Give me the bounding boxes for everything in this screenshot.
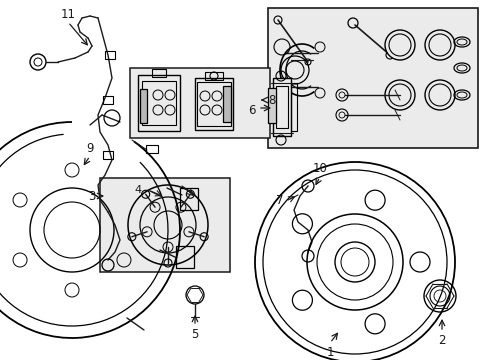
Bar bbox=[195, 78, 232, 130]
Bar bbox=[267, 88, 275, 123]
Bar bbox=[176, 246, 194, 268]
Bar bbox=[140, 89, 147, 123]
Bar bbox=[103, 96, 113, 104]
Text: 10: 10 bbox=[312, 162, 327, 175]
Bar bbox=[100, 178, 229, 272]
Circle shape bbox=[128, 185, 207, 265]
Bar bbox=[152, 69, 165, 77]
Bar bbox=[142, 81, 176, 125]
Bar bbox=[197, 82, 230, 126]
Circle shape bbox=[424, 30, 454, 60]
Bar bbox=[272, 78, 290, 136]
Circle shape bbox=[384, 80, 414, 110]
Circle shape bbox=[384, 30, 414, 60]
Bar bbox=[275, 86, 287, 128]
Bar bbox=[180, 188, 198, 210]
Bar bbox=[223, 86, 230, 122]
Text: 1: 1 bbox=[325, 346, 333, 359]
Text: 4: 4 bbox=[134, 185, 141, 195]
Text: 9: 9 bbox=[86, 141, 94, 154]
Text: 2: 2 bbox=[437, 333, 445, 346]
Text: 6: 6 bbox=[248, 104, 255, 117]
Bar bbox=[103, 151, 113, 159]
Text: 8: 8 bbox=[268, 94, 275, 107]
Text: 11: 11 bbox=[61, 8, 75, 21]
Text: 5: 5 bbox=[191, 328, 198, 341]
Text: 7: 7 bbox=[276, 194, 283, 207]
Bar bbox=[130, 68, 269, 138]
Bar bbox=[267, 8, 477, 148]
Bar bbox=[138, 75, 180, 131]
Bar bbox=[204, 72, 223, 80]
Circle shape bbox=[424, 80, 454, 110]
Bar bbox=[290, 83, 296, 131]
Bar bbox=[105, 51, 115, 59]
Text: 3: 3 bbox=[88, 189, 96, 202]
Bar bbox=[146, 145, 158, 153]
